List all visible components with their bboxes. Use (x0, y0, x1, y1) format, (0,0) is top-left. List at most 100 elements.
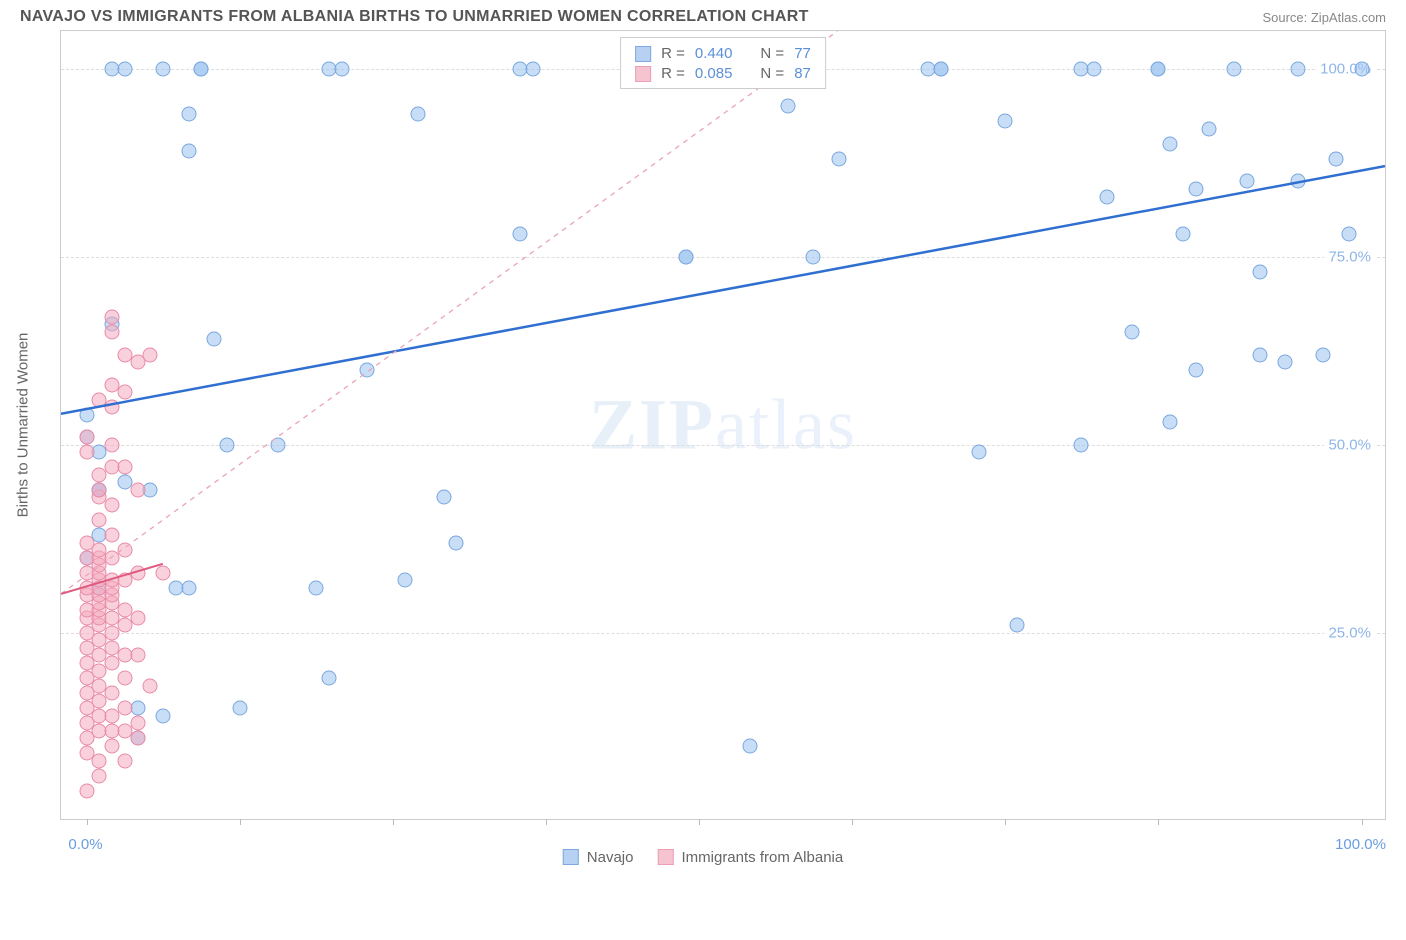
scatter-point (360, 362, 375, 377)
scatter-point (742, 738, 757, 753)
legend-label: Navajo (587, 849, 634, 866)
scatter-point (181, 106, 196, 121)
scatter-point (232, 701, 247, 716)
scatter-point (92, 482, 107, 497)
scatter-point (143, 678, 158, 693)
y-tick-label: 75.0% (1324, 248, 1375, 265)
scatter-point (1290, 61, 1305, 76)
scatter-point (1252, 347, 1267, 362)
x-tick (1158, 819, 1159, 825)
y-axis-label: Births to Unmarried Women (15, 333, 32, 518)
scatter-point (156, 708, 171, 723)
scatter-point (156, 565, 171, 580)
scatter-point (79, 407, 94, 422)
scatter-point (117, 385, 132, 400)
scatter-point (117, 460, 132, 475)
scatter-point (398, 573, 413, 588)
scatter-point (806, 249, 821, 264)
scatter-point (1188, 362, 1203, 377)
scatter-point (1099, 189, 1114, 204)
scatter-point (92, 513, 107, 528)
scatter-point (972, 445, 987, 460)
scatter-point (105, 498, 120, 513)
n-label: N = (760, 44, 784, 64)
scatter-point (117, 671, 132, 686)
scatter-point (1010, 618, 1025, 633)
scatter-point (92, 768, 107, 783)
scatter-point (130, 610, 145, 625)
scatter-point (449, 535, 464, 550)
legend-item: Navajo (563, 849, 634, 866)
scatter-point (105, 738, 120, 753)
scatter-point (105, 309, 120, 324)
scatter-point (1150, 61, 1165, 76)
scatter-point (117, 753, 132, 768)
scatter-point (105, 324, 120, 339)
n-value: 77 (794, 44, 811, 64)
scatter-point (321, 671, 336, 686)
scatter-point (130, 731, 145, 746)
scatter-point (513, 227, 528, 242)
x-tick (852, 819, 853, 825)
scatter-point (156, 61, 171, 76)
scatter-point (1227, 61, 1242, 76)
series-swatch (635, 66, 651, 82)
correlation-info-box: R = 0.440 N = 77R =0.085N =87 (620, 37, 826, 89)
scatter-point (411, 106, 426, 121)
scatter-point (105, 528, 120, 543)
scatter-point (1316, 347, 1331, 362)
scatter-point (130, 482, 145, 497)
scatter-point (1163, 415, 1178, 430)
chart-title: NAVAJO VS IMMIGRANTS FROM ALBANIA BIRTHS… (20, 8, 809, 26)
scatter-point (1252, 264, 1267, 279)
x-tick (87, 819, 88, 825)
scatter-point (309, 580, 324, 595)
scatter-point (181, 580, 196, 595)
scatter-point (105, 437, 120, 452)
correlation-row: R = 0.440 N = 77 (635, 44, 811, 64)
scatter-point (1278, 355, 1293, 370)
gridline (61, 633, 1385, 634)
plot-area: 25.0%50.0%75.0%100.0% (61, 31, 1385, 819)
scatter-point (143, 347, 158, 362)
n-label: N = (760, 64, 784, 84)
r-value: 0.440 (695, 44, 733, 64)
scatter-point (130, 701, 145, 716)
y-tick-label: 25.0% (1324, 624, 1375, 641)
scatter-point (219, 437, 234, 452)
scatter-point (181, 144, 196, 159)
x-tick (546, 819, 547, 825)
gridline (61, 257, 1385, 258)
scatter-point (143, 482, 158, 497)
y-tick-label: 50.0% (1324, 436, 1375, 453)
x-tick-label: 100.0% (1335, 836, 1386, 940)
legend-swatch (657, 849, 673, 865)
x-tick-label: 0.0% (68, 836, 102, 940)
legend-swatch (563, 849, 579, 865)
scatter-point (130, 565, 145, 580)
scatter-point (525, 61, 540, 76)
scatter-point (1074, 437, 1089, 452)
chart-container: Births to Unmarried Women ZIPatlas 25.0%… (60, 30, 1386, 820)
x-tick (699, 819, 700, 825)
scatter-point (1125, 324, 1140, 339)
correlation-row: R =0.085N =87 (635, 64, 811, 84)
legend-item: Immigrants from Albania (657, 849, 843, 866)
scatter-point (79, 445, 94, 460)
scatter-point (933, 61, 948, 76)
legend-label: Immigrants from Albania (681, 849, 843, 866)
scatter-point (105, 400, 120, 415)
scatter-point (1290, 174, 1305, 189)
scatter-point (1176, 227, 1191, 242)
scatter-point (92, 753, 107, 768)
scatter-point (1239, 174, 1254, 189)
r-label: R = (661, 44, 685, 64)
scatter-point (997, 114, 1012, 129)
scatter-point (79, 430, 94, 445)
scatter-point (1341, 227, 1356, 242)
scatter-point (1086, 61, 1101, 76)
scatter-point (117, 543, 132, 558)
scatter-point (117, 701, 132, 716)
x-tick (393, 819, 394, 825)
scatter-point (130, 716, 145, 731)
